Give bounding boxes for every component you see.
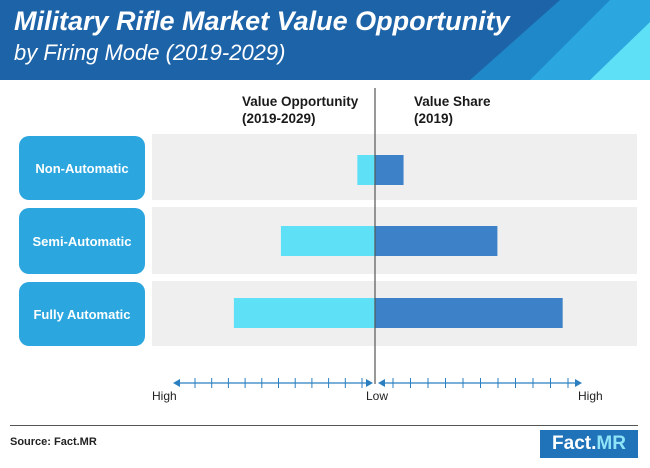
scale-label-center: Low [366,389,389,403]
left-heading-line2: (2019-2029) [242,111,316,126]
chart-subtitle: by Firing Mode (2019-2029) [14,40,286,65]
value-share-bar [375,155,404,185]
chart-title: Military Rifle Market Value Opportunity [14,6,510,36]
scale-arrowhead [378,379,385,387]
factmr-logo: Fact. MR [540,430,638,458]
scale-arrowhead [366,379,373,387]
right-column-heading: Value Share (2019) [414,93,491,127]
source-text: Source: Fact.MR [10,436,97,448]
category-label: Non-Automatic [19,136,145,200]
scale-arrowhead [575,379,582,387]
value-share-bar [375,226,498,256]
category-label: Semi-Automatic [19,208,145,274]
logo-main: Fact. [552,433,597,454]
logo-accent: MR [596,433,626,454]
left-column-heading: Value Opportunity (2019-2029) [242,93,358,127]
category-label: Fully Automatic [19,282,145,346]
header-decoration [470,0,650,80]
value-opportunity-bar [280,226,375,256]
footer-divider [10,425,638,426]
header-banner: Military Rifle Market Value Opportunity … [0,0,650,80]
scale-label-left: High [152,389,177,403]
left-heading-line1: Value Opportunity [242,94,359,109]
right-heading-line1: Value Share [414,94,491,109]
value-opportunity-bar [233,298,375,328]
value-share-bar [375,298,563,328]
scale-arrowhead [173,379,180,387]
right-heading-line2: (2019) [414,111,454,126]
scale-label-right: High [578,389,603,403]
value-opportunity-bar [357,155,375,185]
